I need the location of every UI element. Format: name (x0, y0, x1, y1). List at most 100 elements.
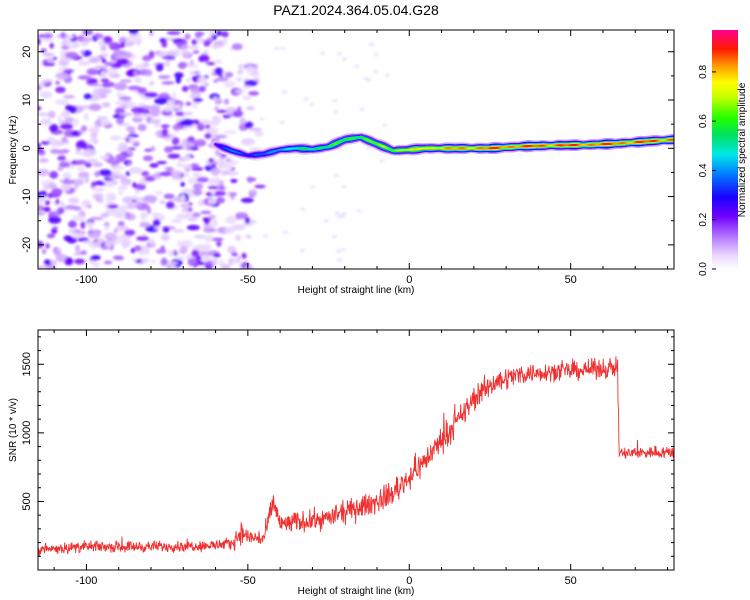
noise-blob (208, 158, 214, 163)
noise-blob (171, 218, 182, 224)
noise-blob (177, 256, 186, 260)
noise-blob (60, 202, 65, 206)
noise-blob (142, 155, 154, 162)
noise-blob (160, 234, 170, 242)
noise-blob (172, 177, 185, 181)
noise-blob (98, 88, 112, 95)
noise-blob (224, 226, 235, 234)
colorbar-tick-label: 0.4 (698, 163, 709, 177)
noise-blob (38, 112, 50, 116)
noise-blob (38, 195, 46, 203)
noise-blob (190, 163, 200, 169)
noise-blob (211, 190, 216, 196)
noise-blob (167, 153, 181, 159)
noise-blob (162, 107, 175, 112)
noise-blob (113, 49, 125, 58)
spectrogram-ridge (211, 132, 674, 161)
noise-blob (216, 109, 228, 113)
spectrogram-noise (38, 30, 390, 269)
noise-blob (300, 207, 306, 211)
noise-blob (164, 146, 174, 153)
noise-blob (188, 202, 193, 206)
noise-blob (76, 234, 85, 238)
noise-blob (109, 135, 121, 141)
noise-blob (211, 34, 217, 41)
noise-blob (41, 180, 47, 186)
noise-blob (118, 142, 128, 150)
noise-blob (112, 255, 124, 260)
noise-blob (224, 98, 230, 105)
noise-blob (39, 91, 53, 99)
noise-blob (88, 103, 102, 112)
noise-blob (228, 170, 236, 177)
noise-blob (218, 259, 225, 266)
noise-blob (231, 252, 239, 257)
noise-blob (42, 52, 55, 57)
noise-blob (193, 97, 203, 103)
noise-blob (62, 172, 72, 180)
noise-blob (49, 42, 54, 49)
noise-blob (144, 176, 156, 182)
noise-blob (93, 124, 99, 133)
noise-blob (171, 38, 185, 42)
noise-blob (241, 252, 247, 259)
noise-blob (143, 195, 158, 203)
snr-frame (37, 329, 675, 571)
noise-blob (58, 161, 71, 168)
noise-blob (218, 158, 225, 167)
noise-blob (205, 124, 211, 129)
noise-blob (60, 183, 71, 192)
noise-blob (117, 221, 125, 227)
noise-blob (235, 212, 249, 220)
noise-blob (99, 155, 110, 160)
noise-blob (77, 237, 89, 242)
noise-blob (193, 234, 207, 239)
noise-blob (149, 163, 159, 168)
noise-blob (38, 80, 45, 88)
colorbar-label: Normalized spectral amplitude (737, 82, 748, 217)
noise-blob (283, 230, 289, 234)
noise-blob (220, 264, 231, 269)
noise-blob (273, 46, 279, 50)
noise-blob (341, 185, 347, 189)
noise-blob (203, 227, 217, 233)
noise-blob (356, 209, 362, 213)
noise-blob (153, 226, 162, 230)
noise-blob (191, 225, 199, 230)
noise-blob (57, 155, 67, 161)
noise-blob (185, 101, 192, 106)
noise-blob (192, 50, 200, 54)
noise-blob (117, 185, 128, 191)
noise-blob (127, 139, 140, 144)
noise-blob (127, 202, 137, 210)
noise-blob (127, 134, 139, 138)
noise-blob (174, 72, 184, 79)
noise-blob (115, 224, 129, 232)
noise-blob (100, 119, 111, 126)
noise-blob (336, 249, 342, 253)
noise-blob (46, 233, 56, 239)
noise-blob (51, 188, 63, 196)
noise-blob (373, 53, 379, 57)
noise-blob (86, 221, 94, 228)
x-tick-label: 0 (406, 274, 412, 286)
noise-blob (241, 138, 255, 146)
noise-blob (79, 128, 85, 135)
spectrogram-frame (37, 29, 675, 270)
noise-blob (105, 195, 114, 203)
noise-blob (211, 257, 218, 266)
noise-blob (63, 235, 73, 242)
noise-blob (100, 78, 110, 83)
noise-blob (61, 110, 70, 118)
noise-blob (214, 67, 224, 75)
noise-blob (134, 183, 146, 191)
noise-blob (207, 214, 216, 220)
noise-blob (181, 50, 192, 58)
noise-blob (188, 212, 194, 217)
noise-blob (189, 91, 201, 100)
noise-blob (127, 162, 132, 166)
noise-blob (52, 56, 57, 61)
noise-blob (203, 234, 215, 243)
noise-blob (120, 177, 128, 182)
noise-blob (42, 78, 53, 82)
